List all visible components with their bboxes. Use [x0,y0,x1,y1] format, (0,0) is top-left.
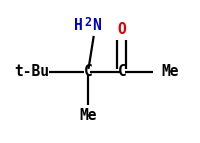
Text: t-Bu: t-Bu [14,64,49,80]
Text: N: N [92,18,101,33]
Text: H: H [73,18,82,33]
Text: C: C [117,64,126,80]
Text: Me: Me [79,109,96,124]
Text: O: O [117,22,126,37]
Text: 2: 2 [84,15,91,28]
Text: C: C [83,64,92,80]
Text: Me: Me [160,64,178,80]
